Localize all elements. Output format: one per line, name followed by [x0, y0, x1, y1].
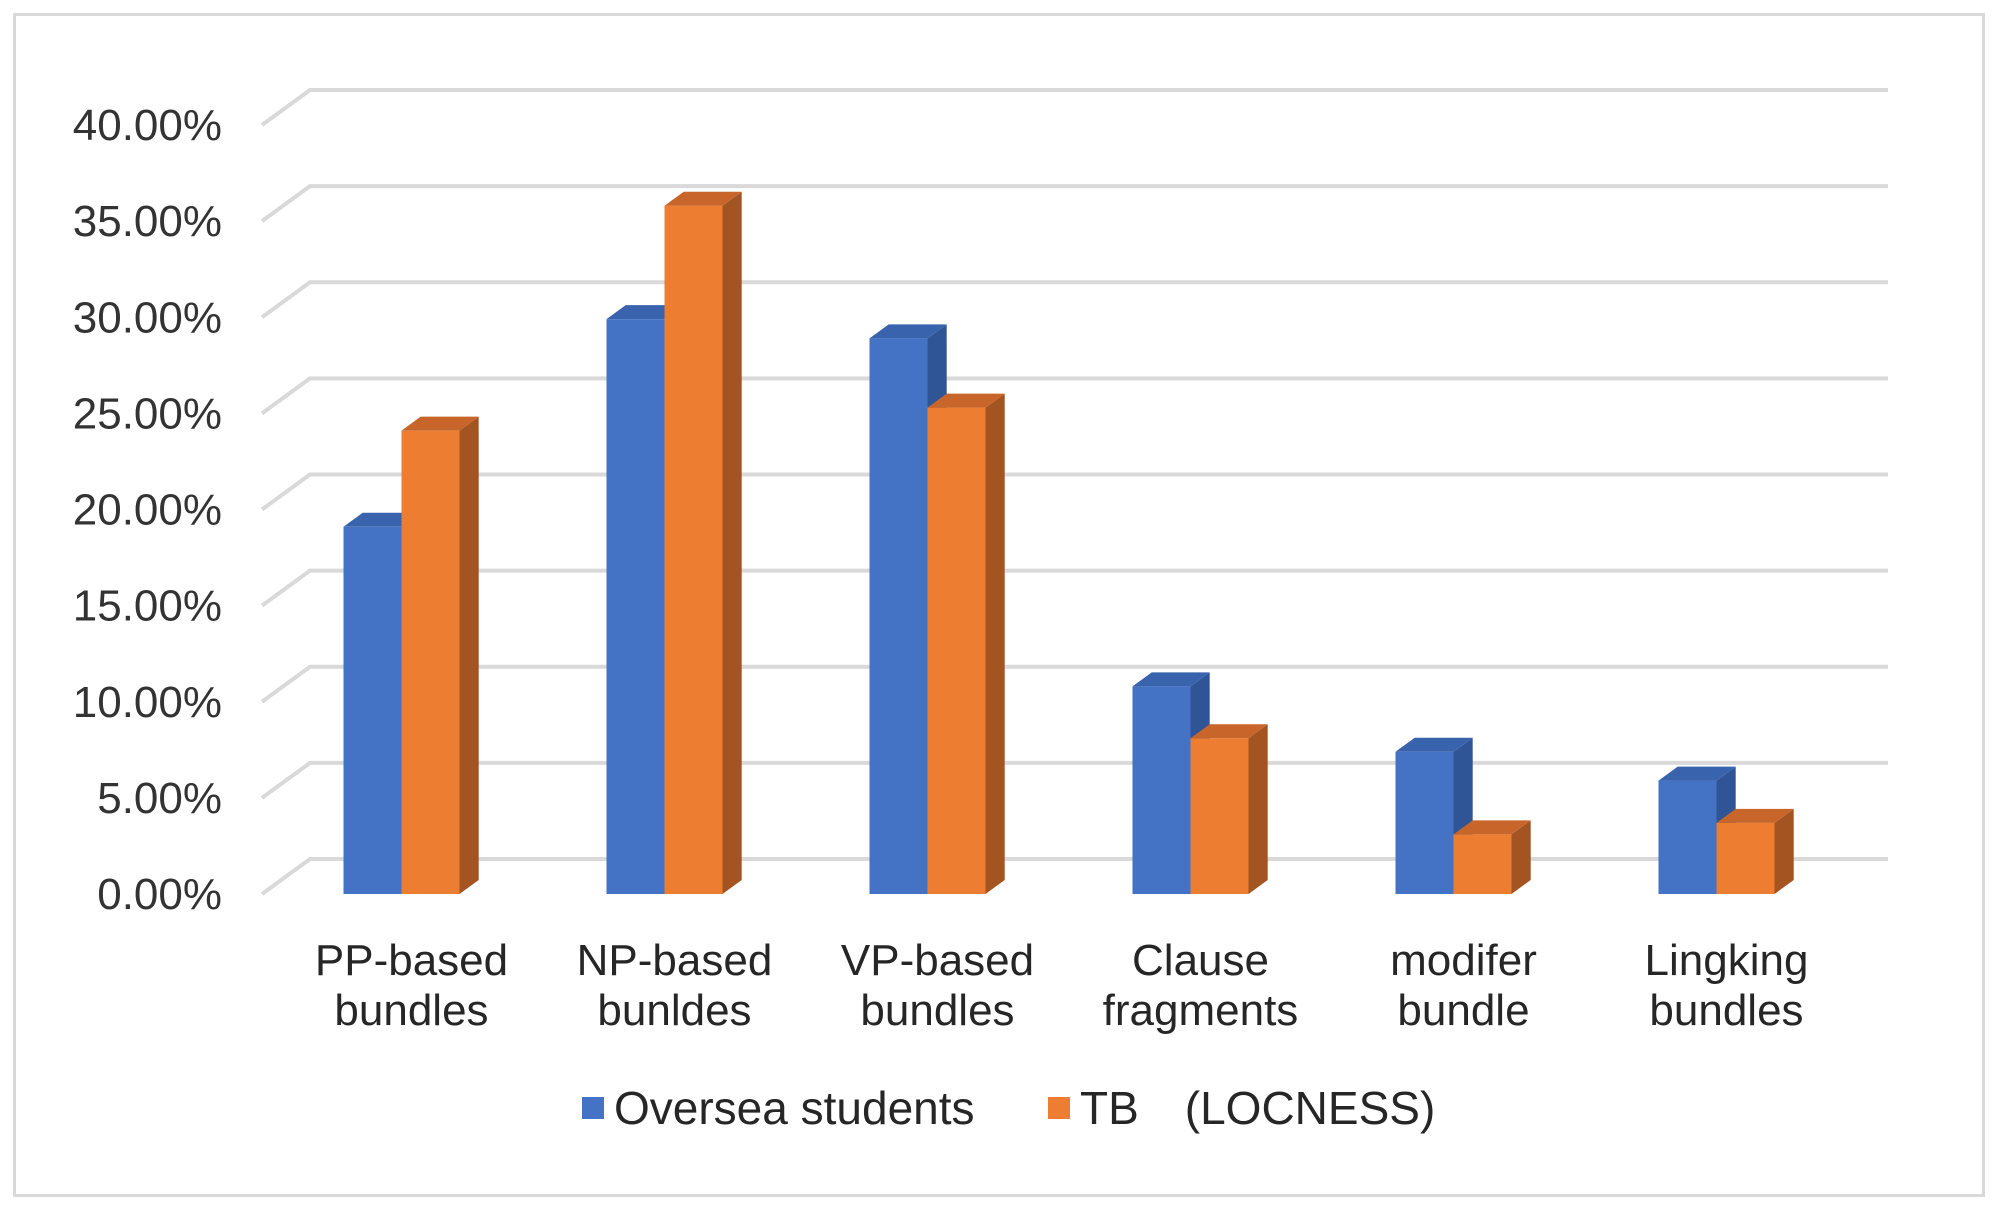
- gridline: [260, 664, 1888, 704]
- gridline: [260, 472, 1888, 512]
- bar-side: [1774, 808, 1794, 894]
- legend-label: Oversea students: [614, 1082, 975, 1134]
- gridline: [260, 376, 1888, 415]
- bar-side: [722, 191, 742, 894]
- y-tick-label: 20.00%: [73, 486, 222, 535]
- y-tick-label: 40.00%: [73, 101, 222, 150]
- x-category-label: NP-based: [577, 936, 773, 985]
- x-category-label: PP-based: [315, 936, 508, 985]
- bar-front: [1658, 780, 1717, 894]
- bar-side: [985, 393, 1005, 894]
- x-category-label: bundle: [1397, 986, 1529, 1035]
- bar-front: [1132, 686, 1191, 894]
- bar-front: [606, 319, 665, 894]
- bar-top: [1190, 724, 1268, 739]
- bar-top: [927, 393, 1005, 408]
- y-axis-ticks: 0.00% 5.00% 10.00% 15.00% 20.00% 25.00% 30.00%…: [73, 101, 222, 919]
- gridline: [260, 760, 1888, 800]
- y-tick-label: 35.00%: [73, 197, 222, 246]
- bar-top: [1716, 808, 1794, 823]
- bar: [1453, 820, 1531, 894]
- bar-front: [664, 205, 723, 894]
- gridline: [260, 568, 1888, 608]
- x-category-label: bundles: [334, 986, 488, 1035]
- legend-swatch: [582, 1097, 604, 1119]
- x-category-label: bundles: [860, 986, 1014, 1035]
- bar-side: [1248, 724, 1268, 894]
- bar: [927, 393, 1005, 894]
- y-tick-label: 5.00%: [97, 774, 222, 823]
- bar-top: [1658, 766, 1736, 781]
- x-category-label: fragments: [1103, 986, 1299, 1035]
- bar: [1716, 808, 1794, 894]
- bar-top: [869, 324, 947, 339]
- bar-front: [869, 338, 928, 895]
- bar-top: [606, 305, 684, 320]
- bar-front: [401, 430, 460, 894]
- bar: [664, 191, 742, 894]
- bars: [343, 191, 1794, 895]
- bar-front: [1190, 738, 1249, 894]
- legend-label: TB (LOCNESS): [1080, 1082, 1435, 1134]
- bar-side: [459, 416, 479, 894]
- bar-top: [1395, 737, 1473, 752]
- bar-top: [343, 512, 421, 527]
- legend-item: Oversea students: [582, 1082, 975, 1134]
- bar-side: [1511, 820, 1531, 894]
- bar: [1190, 724, 1268, 894]
- y-tick-label: 15.00%: [73, 582, 222, 631]
- bar-top: [401, 416, 479, 431]
- y-tick-label: 10.00%: [73, 678, 222, 727]
- x-axis-categories: PP-basedbundlesNP-basedbunldesVP-basedbu…: [315, 936, 1809, 1035]
- bar-top: [1453, 820, 1531, 835]
- y-tick-label: 0.00%: [97, 870, 222, 919]
- gridline: [260, 857, 1888, 896]
- bar-top: [1132, 672, 1210, 687]
- gridline: [260, 184, 1888, 223]
- x-category-label: bundles: [1649, 986, 1803, 1035]
- gridline: [260, 280, 1888, 319]
- bar-front: [1716, 822, 1775, 894]
- bar-front: [1395, 751, 1454, 894]
- y-tick-label: 25.00%: [73, 389, 222, 438]
- bar: [401, 416, 479, 894]
- gridlines: [260, 88, 1888, 896]
- x-category-label: VP-based: [841, 936, 1034, 985]
- bar-front: [343, 526, 402, 894]
- gridline: [260, 88, 1888, 127]
- x-category-label: Lingking: [1645, 936, 1809, 985]
- x-category-label: Clause: [1132, 936, 1269, 985]
- bar-front: [1453, 834, 1512, 894]
- x-category-label: bunldes: [597, 986, 751, 1035]
- legend: Oversea students TB (LOCNESS): [582, 1082, 1435, 1134]
- bar-top: [664, 191, 742, 206]
- x-category-label: modifer: [1390, 936, 1537, 985]
- legend-swatch: [1048, 1097, 1070, 1119]
- bar-front: [927, 407, 986, 894]
- legend-item: TB (LOCNESS): [1048, 1082, 1435, 1134]
- y-tick-label: 30.00%: [73, 293, 222, 342]
